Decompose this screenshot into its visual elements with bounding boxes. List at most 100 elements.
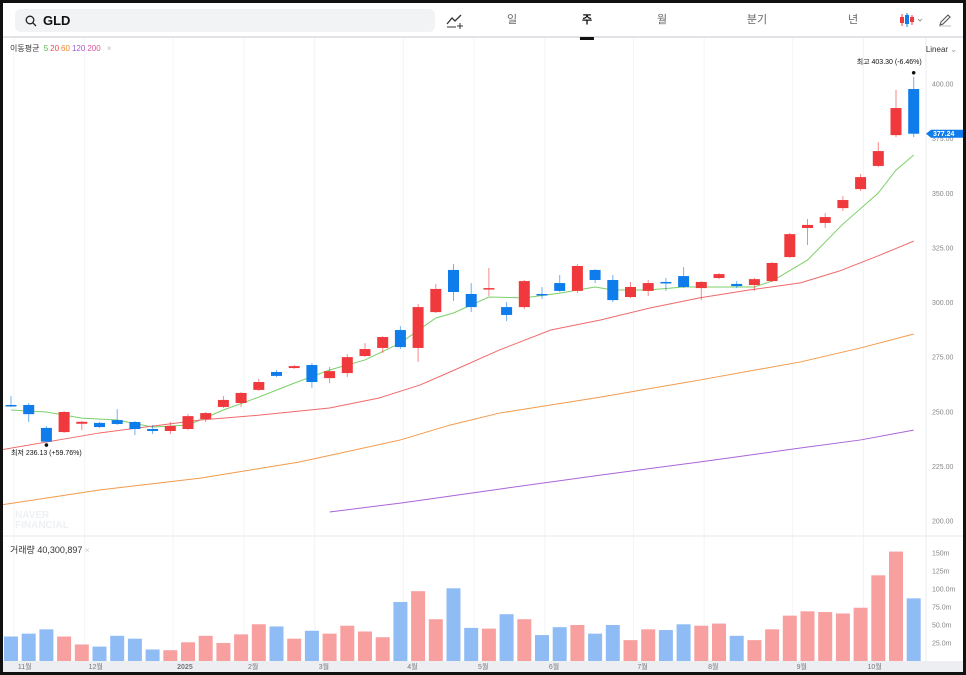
volume-bar bbox=[800, 611, 815, 661]
tab-quarter[interactable]: 분기 bbox=[746, 14, 768, 26]
candle[interactable] bbox=[784, 233, 796, 258]
x-axis-label: 3월 bbox=[319, 662, 329, 671]
close-icon[interactable]: × bbox=[106, 44, 112, 53]
candle-body bbox=[341, 357, 353, 374]
candle[interactable] bbox=[660, 278, 672, 291]
tab-week[interactable]: 주 bbox=[579, 3, 595, 40]
candle[interactable] bbox=[341, 354, 353, 378]
price-chart[interactable]: 400.00 375.00 350.00 325.00 300.00 275.00 250.… bbox=[3, 3, 963, 672]
search-input[interactable]: GLD bbox=[15, 9, 435, 32]
candle[interactable] bbox=[571, 264, 583, 294]
candle[interactable] bbox=[855, 174, 867, 192]
ma-period-120[interactable]: 120 bbox=[71, 44, 86, 53]
candle[interactable] bbox=[253, 378, 265, 391]
candle-body bbox=[200, 413, 212, 419]
candle[interactable] bbox=[306, 363, 318, 388]
candle[interactable] bbox=[802, 219, 813, 246]
pencil-draw-icon[interactable] bbox=[938, 13, 952, 27]
ma-period-200[interactable]: 200 bbox=[87, 44, 101, 53]
tab-year[interactable]: 년 bbox=[847, 14, 859, 26]
candle-body bbox=[731, 283, 743, 287]
candle-body bbox=[536, 293, 548, 296]
candle-body bbox=[695, 281, 707, 289]
candle-body bbox=[253, 382, 265, 390]
candle[interactable] bbox=[129, 420, 141, 436]
ma-period-5[interactable]: 5 bbox=[43, 44, 49, 53]
tab-month[interactable]: 월 bbox=[656, 14, 668, 26]
candle[interactable] bbox=[430, 283, 442, 313]
ma-period-60[interactable]: 60 bbox=[61, 44, 70, 53]
candle[interactable] bbox=[607, 274, 619, 303]
candle[interactable] bbox=[111, 409, 123, 426]
candle[interactable] bbox=[748, 278, 760, 291]
candle[interactable] bbox=[819, 213, 831, 228]
volume-tick-label: 100.0m bbox=[932, 587, 956, 594]
ma-period-20[interactable]: 20 bbox=[50, 44, 60, 53]
candle[interactable] bbox=[271, 370, 282, 378]
candle[interactable] bbox=[625, 281, 636, 299]
candle[interactable] bbox=[5, 396, 17, 407]
candle[interactable] bbox=[377, 336, 389, 353]
candle[interactable] bbox=[695, 281, 707, 301]
candle[interactable] bbox=[483, 267, 495, 296]
high-marker bbox=[911, 70, 916, 75]
volume-bar bbox=[234, 634, 249, 661]
candle[interactable] bbox=[235, 392, 247, 407]
candle[interactable] bbox=[359, 343, 371, 358]
candle[interactable] bbox=[766, 262, 778, 282]
candle-body bbox=[94, 422, 105, 428]
candle[interactable] bbox=[589, 269, 601, 284]
candle-body bbox=[412, 307, 424, 348]
scale-mode-dropdown[interactable]: Linear ⌄ bbox=[926, 45, 957, 54]
candle[interactable] bbox=[94, 422, 105, 428]
watermark-logo: NAVER FINANCIAL bbox=[15, 510, 69, 531]
candle[interactable] bbox=[642, 279, 654, 296]
candle[interactable] bbox=[872, 142, 884, 168]
candle[interactable] bbox=[164, 422, 176, 435]
candle[interactable] bbox=[182, 414, 194, 431]
candle[interactable] bbox=[394, 326, 406, 350]
candle[interactable] bbox=[678, 267, 690, 289]
candle[interactable] bbox=[518, 279, 530, 310]
candle[interactable] bbox=[908, 76, 920, 138]
candle[interactable] bbox=[76, 420, 88, 431]
candle[interactable] bbox=[200, 411, 212, 423]
candle[interactable] bbox=[412, 304, 424, 362]
candle[interactable] bbox=[536, 286, 548, 300]
volume-bar bbox=[216, 643, 231, 661]
moving-average-legend[interactable]: 이동평균 5 20 60 120 200 × bbox=[10, 43, 114, 54]
candle[interactable] bbox=[501, 302, 513, 322]
candle[interactable] bbox=[837, 196, 849, 211]
volume-bar bbox=[92, 646, 107, 661]
volume-bar bbox=[765, 629, 780, 661]
volume-bar bbox=[74, 644, 89, 661]
compare-chart-icon[interactable] bbox=[446, 13, 464, 29]
volume-bar bbox=[393, 601, 408, 661]
candle-body bbox=[748, 279, 760, 286]
candle[interactable] bbox=[40, 425, 52, 443]
candle-body bbox=[908, 89, 920, 134]
candle[interactable] bbox=[713, 273, 725, 280]
candle[interactable] bbox=[448, 264, 459, 301]
candle[interactable] bbox=[890, 89, 902, 138]
candle[interactable] bbox=[23, 403, 35, 423]
volume-bar bbox=[287, 638, 302, 661]
price-tick-label: 325.00 bbox=[932, 245, 954, 252]
candle[interactable] bbox=[288, 364, 300, 369]
candle[interactable] bbox=[731, 281, 743, 289]
candle-body bbox=[890, 108, 902, 136]
candle[interactable] bbox=[58, 411, 70, 433]
x-axis-label: 10월 bbox=[867, 662, 881, 671]
candle[interactable] bbox=[217, 396, 229, 409]
tab-day[interactable]: 일 bbox=[506, 14, 518, 26]
close-icon[interactable]: × bbox=[84, 546, 90, 555]
ma-legend-label: 이동평균 bbox=[10, 44, 40, 53]
candlestick-type-icon[interactable] bbox=[899, 12, 925, 28]
candle[interactable] bbox=[324, 366, 336, 384]
candle[interactable] bbox=[147, 425, 159, 435]
candle-body bbox=[571, 266, 583, 291]
candle[interactable] bbox=[554, 274, 566, 293]
candle[interactable] bbox=[465, 283, 477, 313]
price-tick-label: 225.00 bbox=[932, 464, 954, 471]
volume-legend: 거래량 40,300,897 × bbox=[10, 543, 90, 556]
